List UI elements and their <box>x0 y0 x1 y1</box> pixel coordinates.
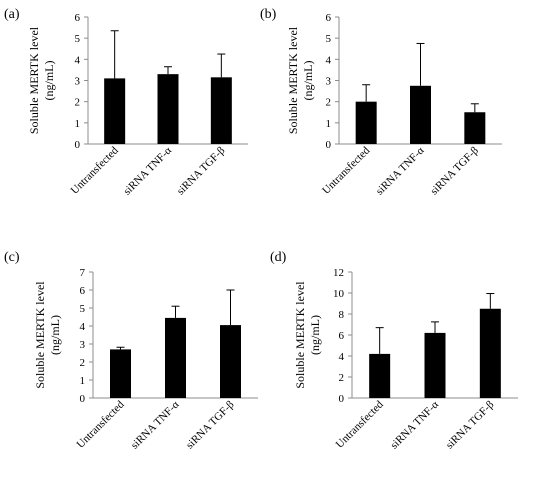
bar <box>410 85 431 144</box>
category-label: siRNA TNF-α <box>388 398 441 451</box>
category-label: Untransfected <box>69 144 121 196</box>
category-label: siRNA TGF-β <box>184 398 237 451</box>
bar <box>424 332 446 398</box>
category-label: siRNA TGF-β <box>175 144 228 197</box>
category-label: Untransfected <box>75 398 127 450</box>
y-tick-label: 10 <box>333 288 345 300</box>
panel-b: (b) 0 1 2 3 4 5 6 Soluble MERTK level(ng/mL)Unt… <box>260 7 502 197</box>
y-tick-label: 2 <box>326 97 332 109</box>
y-axis-label-d: Soluble MERTK level(ng/mL) <box>293 281 322 389</box>
chart-c: 0 1 2 3 4 5 6 7 Soluble MERTK level(ng/mL) Untran… <box>33 267 258 451</box>
bar <box>210 77 232 144</box>
y-tick-label: 3 <box>75 76 81 88</box>
category-label: siRNA TGF-β <box>444 398 497 451</box>
category-label: siRNA TNF-α <box>374 144 427 197</box>
y-tick-label: 6 <box>75 12 81 24</box>
y-axis-label-a: Soluble MERTK level(ng/mL) <box>27 26 56 134</box>
panel-d: (d) 0 2 4 6 8 10 12 Soluble MERTK level(ng/mL) U… <box>270 250 518 451</box>
bar <box>355 101 377 144</box>
bar <box>464 112 486 144</box>
y-tick-label: 0 <box>326 139 332 151</box>
chart-d: 0 2 4 6 8 10 12 Soluble MERTK level(ng/mL) Untra… <box>293 267 518 451</box>
bar <box>220 325 241 398</box>
bar <box>104 78 126 144</box>
panel-c: (c) 0 1 2 3 4 5 6 7 Soluble MERTK level(ng/mL) Un… <box>4 250 258 451</box>
y-tick-label: 4 <box>80 321 86 333</box>
panel-label-d: (d) <box>270 250 287 265</box>
category-label: siRNA TGF-β <box>428 144 481 197</box>
y-axis-label-c: Soluble MERTK level(ng/mL) <box>33 281 62 389</box>
bar <box>157 74 179 144</box>
y-tick-label: 7 <box>80 267 86 279</box>
panel-label-c: (c) <box>4 250 20 265</box>
y-tick-label: 5 <box>326 33 332 45</box>
y-tick-label: 12 <box>333 267 344 279</box>
y-tick-label: 3 <box>80 339 86 351</box>
y-tick-label: 6 <box>339 330 345 342</box>
bar <box>369 353 391 398</box>
bar <box>110 349 131 398</box>
chart-b: 0 1 2 3 4 5 6 Soluble MERTK level(ng/mL)Untrans… <box>286 12 502 197</box>
category-label: siRNA TNF-α <box>121 144 174 197</box>
panel-a: (a) 0 1 2 3 4 5 6 Soluble MERTK level(ng/mL) Unt… <box>4 7 248 197</box>
chart-a: 0 1 2 3 4 5 6 Soluble MERTK level(ng/mL) Untrans… <box>27 12 248 197</box>
category-label: Untransfected <box>320 144 372 196</box>
bar <box>479 308 501 398</box>
category-label: Untransfected <box>334 398 386 450</box>
y-tick-label: 6 <box>326 12 332 24</box>
panel-label-a: (a) <box>4 7 20 22</box>
y-tick-label: 4 <box>326 54 332 66</box>
y-tick-label: 5 <box>80 303 86 315</box>
y-tick-label: 2 <box>75 97 81 109</box>
y-tick-label: 4 <box>339 351 345 363</box>
y-tick-label: 8 <box>339 309 345 321</box>
panel-label-b: (b) <box>260 7 277 22</box>
y-tick-label: 2 <box>339 372 345 384</box>
bar <box>165 317 186 398</box>
y-tick-label: 4 <box>75 54 81 66</box>
y-axis-label-b: Soluble MERTK level(ng/mL) <box>286 26 315 134</box>
y-tick-label: 2 <box>80 357 86 369</box>
y-tick-label: 0 <box>80 393 86 405</box>
y-tick-label: 1 <box>326 118 332 130</box>
y-tick-label: 3 <box>326 76 332 88</box>
y-tick-label: 0 <box>75 139 81 151</box>
y-tick-label: 5 <box>75 33 81 45</box>
y-tick-label: 6 <box>80 285 86 297</box>
y-tick-label: 1 <box>80 375 86 387</box>
y-tick-label: 1 <box>75 118 81 130</box>
y-tick-label: 0 <box>339 393 345 405</box>
category-label: siRNA TNF-α <box>129 398 182 451</box>
